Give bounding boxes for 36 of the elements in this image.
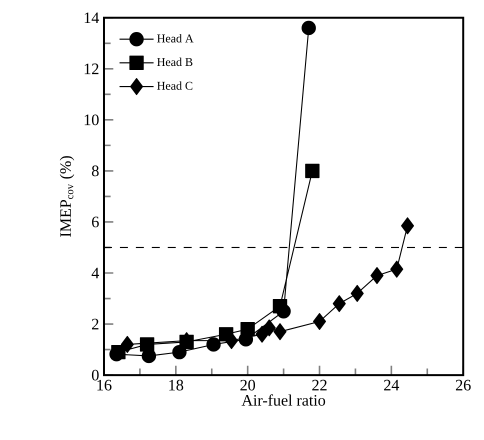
point bbox=[272, 298, 288, 314]
x-tick-label: 20 bbox=[240, 380, 256, 390]
point bbox=[140, 337, 154, 352]
legend-label: Head C bbox=[157, 81, 192, 90]
point bbox=[401, 217, 414, 234]
y-tick-label: 4 bbox=[92, 268, 100, 278]
x-tick-label: 16 bbox=[97, 380, 112, 390]
y-tick-label: 2 bbox=[92, 318, 98, 330]
point bbox=[240, 322, 255, 336]
y-tick-label: 14 bbox=[84, 12, 100, 23]
point bbox=[206, 337, 221, 352]
y-tick-label: 0 bbox=[92, 370, 99, 380]
x-tick-label: 22 bbox=[312, 380, 327, 390]
point bbox=[273, 323, 287, 340]
point bbox=[262, 319, 276, 336]
x-tick-label: 18 bbox=[169, 380, 184, 390]
point bbox=[256, 326, 269, 343]
point bbox=[370, 266, 384, 284]
x-tick-label: 26 bbox=[456, 380, 471, 390]
point bbox=[390, 260, 404, 278]
legend-label: Head A bbox=[157, 34, 194, 42]
point bbox=[350, 284, 364, 302]
point bbox=[302, 20, 316, 36]
point bbox=[332, 295, 346, 312]
point bbox=[120, 336, 134, 353]
y-tick-label: 6 bbox=[92, 216, 99, 228]
point bbox=[225, 332, 238, 350]
y-tick-label: 12 bbox=[84, 63, 98, 74]
y-tick-label: 10 bbox=[84, 114, 99, 126]
x-axis-title: Air-fuel ratio bbox=[242, 394, 326, 406]
x-tick-label: 24 bbox=[384, 380, 400, 390]
point bbox=[313, 312, 326, 330]
y-tick-label: 8 bbox=[92, 165, 99, 176]
legend-label: Head B bbox=[157, 58, 192, 66]
y-axis-title: IMEP$_{cov}$ (%) bbox=[60, 156, 74, 237]
point bbox=[305, 164, 320, 178]
